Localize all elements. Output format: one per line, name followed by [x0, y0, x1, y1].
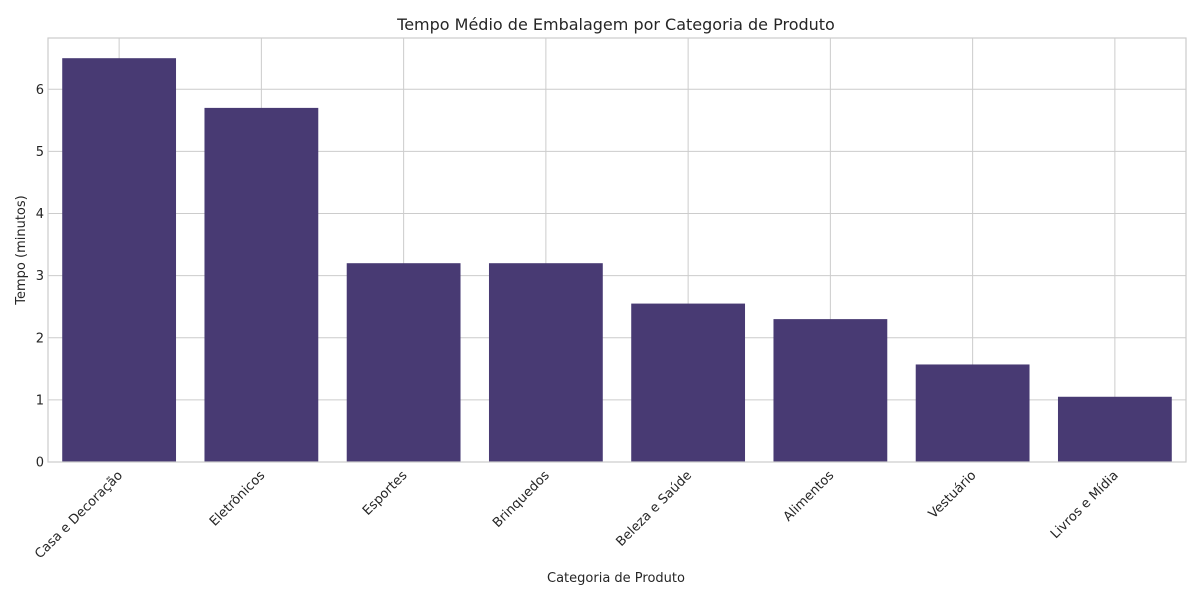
- x-axis-label: Categoria de Produto: [547, 571, 685, 586]
- bar: [204, 107, 319, 462]
- bar: [488, 263, 603, 462]
- bar: [62, 58, 177, 462]
- x-tick-label: Alimentos: [781, 468, 838, 525]
- chart-title: Tempo Médio de Embalagem por Categoria d…: [396, 15, 835, 34]
- x-tick-label: Livros e Mídia: [1048, 468, 1122, 542]
- x-tick-label: Vestuário: [926, 468, 980, 522]
- bar: [773, 319, 888, 462]
- y-tick-label: 0: [36, 456, 44, 471]
- plot-frame: [47, 37, 1187, 463]
- bar: [1057, 396, 1172, 462]
- y-axis-label: Tempo (minutos): [14, 195, 29, 305]
- y-tick-label: 4: [36, 207, 44, 222]
- y-axis-ticks: 0 1 2 3 4 5 6: [36, 83, 44, 471]
- x-axis-ticks: Casa e Decoração Eletrônicos Esportes Brinq…: [32, 468, 1121, 562]
- x-tick-label: Casa e Decoração: [32, 468, 126, 562]
- y-tick-label: 5: [36, 145, 44, 160]
- x-tick-label: Esportes: [360, 468, 411, 519]
- y-tick-label: 2: [36, 331, 44, 346]
- bar: [346, 263, 461, 462]
- x-tick-label: Brinquedos: [490, 468, 553, 531]
- y-tick-label: 1: [36, 393, 44, 408]
- x-tick-label: Eletrônicos: [207, 468, 268, 529]
- x-tick-label: Beleza e Saúde: [613, 468, 695, 550]
- bar: [915, 364, 1030, 462]
- bar: [631, 303, 746, 462]
- y-tick-label: 6: [36, 83, 44, 98]
- bars: [62, 58, 1172, 462]
- y-tick-label: 3: [36, 269, 44, 284]
